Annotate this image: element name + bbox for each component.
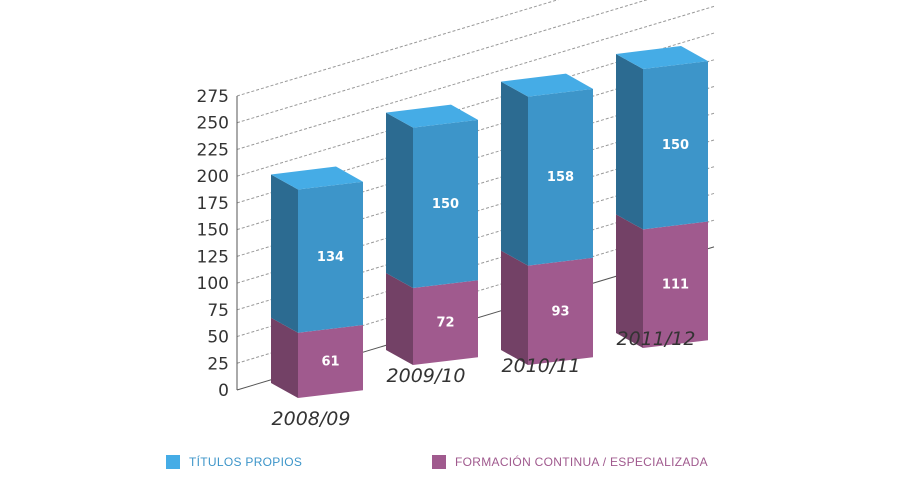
bar-segment — [413, 119, 478, 289]
y-tick-label: 50 — [207, 328, 229, 348]
bar-side-segment — [271, 317, 298, 398]
y-tick-label: 200 — [197, 167, 229, 187]
bar-segment — [528, 257, 593, 365]
bar-top-face — [501, 73, 593, 97]
data-label: 111 — [662, 278, 689, 293]
data-label: 134 — [317, 250, 344, 265]
y-tick-label: 0 — [218, 381, 229, 401]
legend-label-titulos-propios: TÍTULOS PROPIOS — [189, 455, 303, 469]
legend-label-formacion-continua: FORMACIÓN CONTINUA / ESPECIALIZADA — [455, 455, 708, 469]
bar-segment — [413, 280, 478, 365]
legend-swatch-titulos-propios — [166, 455, 180, 469]
y-tick-label: 175 — [197, 194, 229, 214]
bar-segment — [298, 181, 363, 333]
data-label: 72 — [436, 316, 454, 331]
legend-item-titulos-propios: TÍTULOS PROPIOS — [166, 455, 302, 469]
y-tick-label: 275 — [197, 87, 229, 107]
y-tick-label: 100 — [197, 274, 229, 294]
y-tick-label: 250 — [197, 114, 229, 134]
gridline — [236, 5, 715, 150]
bar-side-segment — [271, 174, 298, 333]
bar-side-segment — [501, 250, 528, 365]
bar-segment — [643, 221, 708, 348]
bar-side-segment — [386, 273, 413, 365]
bar-side-segment — [616, 214, 643, 348]
bar-top-face — [386, 104, 478, 128]
data-label: 150 — [432, 197, 459, 212]
bar-side-segment — [386, 112, 413, 289]
y-tick-label: 150 — [197, 221, 229, 241]
bar-segment — [528, 88, 593, 266]
gridline — [236, 0, 648, 124]
legend-swatch-formacion-continua — [432, 455, 446, 469]
y-tick-label: 225 — [197, 140, 229, 160]
bar-top-face — [616, 45, 708, 69]
data-label: 93 — [551, 304, 569, 319]
data-label: 150 — [662, 138, 689, 153]
x-tick-label: 2010/11 — [502, 355, 581, 377]
y-tick-label: 125 — [197, 247, 229, 267]
bar-side-segment — [501, 81, 528, 266]
legend-item-formacion-continua: FORMACIÓN CONTINUA / ESPECIALIZADA — [432, 455, 708, 469]
bar-top-face — [271, 166, 363, 190]
bar-side-segment — [616, 53, 643, 230]
bar-segment — [643, 61, 708, 230]
y-tick-label: 75 — [207, 301, 229, 321]
data-label: 158 — [547, 170, 574, 185]
x-tick-label: 2009/10 — [387, 365, 466, 387]
x-tick-label: 2008/09 — [272, 408, 351, 430]
y-tick-label: 25 — [207, 354, 229, 374]
bar-segment — [298, 324, 363, 398]
x-tick-label: 2011/12 — [617, 328, 696, 350]
data-label: 61 — [321, 354, 339, 369]
